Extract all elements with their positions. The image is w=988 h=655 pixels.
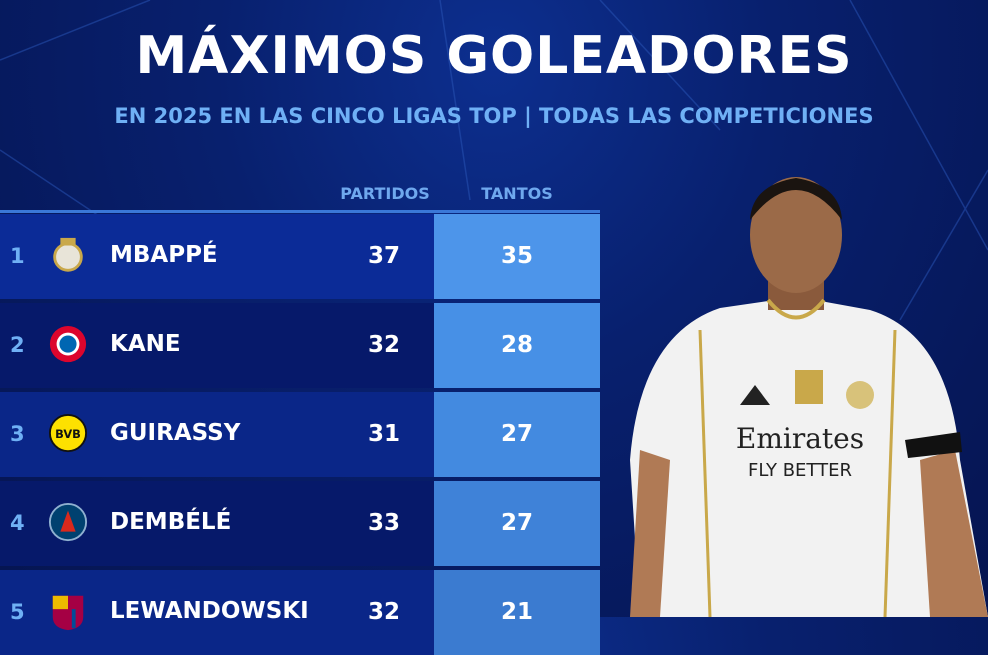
goals-value: 21 [434,570,600,655]
goals-value: 27 [434,481,600,566]
club-crest-icon [53,237,83,272]
rank: 1 [10,244,25,268]
goals-value: 27 [434,392,600,477]
matches-value: 33 [367,510,400,536]
player-name: DEMBÉLÉ [110,509,232,535]
divider [0,210,600,213]
page-title: MÁXIMOS GOLEADORES [135,26,853,86]
player-name: MBAPPÉ [110,242,218,268]
column-header-matches: PARTIDOS [340,184,430,203]
rank: 2 [10,333,25,357]
rank: 3 [10,422,25,446]
page-subtitle: EN 2025 EN LAS CINCO LIGAS TOP | TODAS L… [114,104,874,128]
shirt-tagline: FLY BETTER [748,460,852,481]
matches-value: 37 [367,243,400,269]
club-crest-icon [48,503,88,542]
column-header-goals: TANTOS [481,184,553,203]
player-name: KANE [110,331,181,357]
table-row: 1 MBAPPÉ 37 [0,214,434,299]
table-row: 5 LEWANDOWSKI 32 [0,570,434,655]
club-crest-icon: BVB [48,414,88,453]
table-row: 2 KANE 32 [0,303,434,388]
goals-value: 28 [434,303,600,388]
goals-value: 35 [434,214,600,299]
svg-text:BVB: BVB [55,427,81,441]
club-crest-icon [49,325,87,363]
shirt-sponsor: Emirates [736,422,864,455]
club-crest-icon [52,595,84,631]
rank: 4 [10,511,25,535]
player-name: LEWANDOWSKI [110,598,309,624]
player-name: GUIRASSY [110,420,241,446]
matches-value: 32 [367,332,400,358]
table-row: 4 DEMBÉLÉ 33 [0,481,434,566]
rank: 5 [10,600,25,624]
table-row: 3 BVB GUIRASSY 31 [0,392,434,477]
matches-value: 32 [367,599,400,625]
player-photo: Emirates FLY BETTER [630,177,988,617]
matches-value: 31 [367,421,400,447]
background-lines [0,0,988,321]
